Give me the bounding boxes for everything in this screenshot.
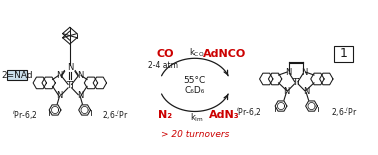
Text: 2,6-$^i$Pr: 2,6-$^i$Pr (102, 108, 129, 122)
Text: 1: 1 (339, 47, 347, 60)
Text: 2-4 atm: 2-4 atm (148, 61, 178, 70)
Text: k$_{\rm CO}$: k$_{\rm CO}$ (189, 46, 204, 59)
Text: $^i$Pr-6,2: $^i$Pr-6,2 (236, 105, 262, 119)
Text: 2=NAd: 2=NAd (2, 71, 33, 80)
Text: CO: CO (156, 49, 174, 59)
Text: k$_{\rm Im}$: k$_{\rm Im}$ (190, 111, 204, 124)
Text: N: N (56, 71, 63, 80)
Text: N₂: N₂ (158, 110, 172, 120)
Text: Ti: Ti (293, 78, 300, 87)
Text: N: N (285, 68, 291, 77)
Text: Ti: Ti (66, 81, 74, 90)
Text: $^i$Pr-6,2: $^i$Pr-6,2 (12, 108, 37, 122)
Text: N: N (67, 63, 73, 72)
Text: C₆D₆: C₆D₆ (185, 86, 205, 95)
Text: > 20 turnovers: > 20 turnovers (161, 130, 229, 139)
Text: N: N (77, 71, 83, 80)
Text: 55°C: 55°C (184, 76, 206, 85)
Text: N: N (302, 68, 308, 77)
Text: 2,6-$^i$Pr: 2,6-$^i$Pr (331, 105, 357, 119)
Text: AdN₃: AdN₃ (209, 110, 240, 120)
Text: AdNCO: AdNCO (203, 49, 246, 59)
Text: N: N (303, 87, 309, 96)
Text: N: N (283, 87, 290, 96)
Text: N: N (56, 91, 63, 100)
FancyBboxPatch shape (7, 70, 28, 80)
Text: N: N (77, 91, 83, 100)
FancyBboxPatch shape (334, 46, 353, 62)
